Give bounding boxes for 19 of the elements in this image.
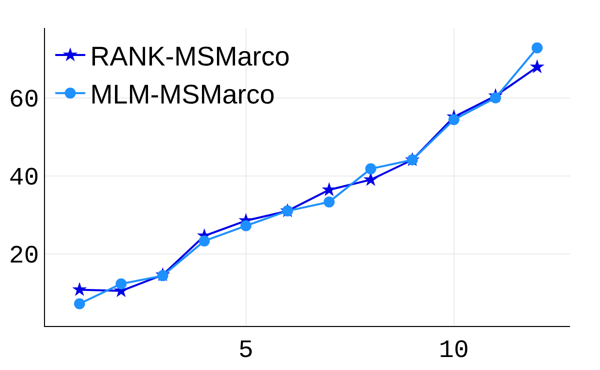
point	[530, 59, 544, 74]
legend-label: MLM-MSMarco	[90, 80, 275, 110]
point	[116, 278, 127, 290]
legend-label: RANK-MSMarco	[90, 42, 290, 72]
point	[198, 235, 210, 246]
y-tick-label: 40	[8, 164, 39, 193]
x-tick-label: 10	[438, 336, 469, 365]
point	[157, 270, 168, 282]
point	[365, 163, 376, 174]
point	[363, 172, 378, 186]
point	[532, 42, 543, 54]
x-tick-label: 5	[238, 336, 254, 365]
point	[74, 298, 86, 310]
point	[322, 182, 336, 196]
y-tick-label: 20	[8, 242, 39, 271]
point	[240, 220, 252, 232]
point	[324, 196, 335, 208]
y-tick-label: 60	[8, 86, 39, 115]
point	[72, 282, 87, 296]
